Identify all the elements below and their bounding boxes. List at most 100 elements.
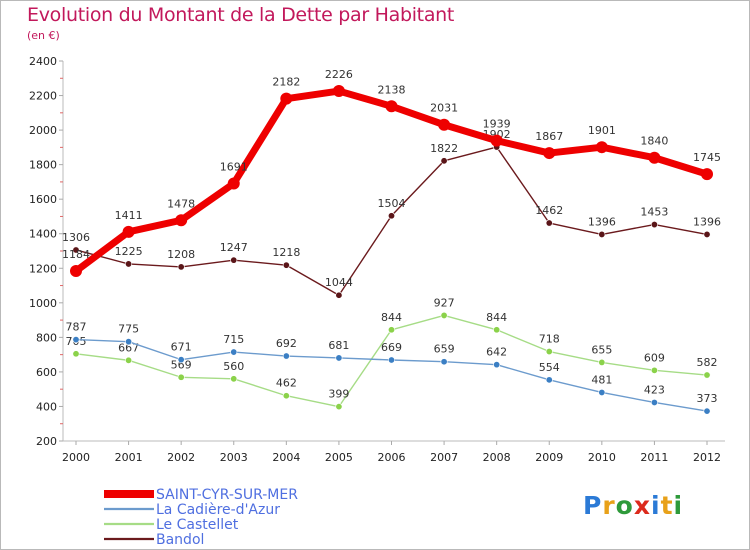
data-point xyxy=(282,392,290,400)
data-label: 1218 xyxy=(272,246,300,259)
data-label: 2138 xyxy=(378,83,406,96)
data-point xyxy=(545,219,553,227)
data-label: 659 xyxy=(434,343,455,356)
data-point xyxy=(440,311,448,319)
data-label: 671 xyxy=(171,341,192,354)
legend-item: SAINT-CYR-SUR-MER xyxy=(104,487,298,503)
data-label: 1411 xyxy=(115,209,143,222)
data-label: 582 xyxy=(697,356,718,369)
x-tick-label: 2001 xyxy=(115,451,143,464)
data-label: 481 xyxy=(591,373,612,386)
logo-letter: o xyxy=(615,491,634,520)
data-label: 1745 xyxy=(693,151,721,164)
data-point xyxy=(440,157,448,165)
data-label: 462 xyxy=(276,377,297,390)
data-label: 787 xyxy=(66,321,87,334)
data-label: 1306 xyxy=(62,231,90,244)
data-label: 1822 xyxy=(430,142,458,155)
data-point xyxy=(543,147,556,160)
data-point xyxy=(335,354,343,362)
data-label: 373 xyxy=(697,392,718,405)
data-point xyxy=(175,214,188,227)
data-label: 1867 xyxy=(535,130,563,143)
data-label: 642 xyxy=(486,346,507,359)
data-point xyxy=(595,141,608,154)
data-label: 844 xyxy=(381,311,402,324)
data-point xyxy=(598,388,606,396)
y-tick-label: 2000 xyxy=(29,124,57,137)
data-label: 569 xyxy=(171,358,192,371)
data-point xyxy=(493,326,501,334)
data-label: 718 xyxy=(539,333,560,346)
data-label: 1247 xyxy=(220,241,248,254)
logo-letter: i xyxy=(673,491,684,520)
data-point xyxy=(177,356,185,364)
data-point xyxy=(387,356,395,364)
data-label: 1691 xyxy=(220,160,248,173)
proxiti-logo: Proxiti xyxy=(583,491,683,520)
data-label: 2031 xyxy=(430,102,458,115)
chart-title: Evolution du Montant de la Dette par Hab… xyxy=(27,4,455,26)
data-label: 669 xyxy=(381,341,402,354)
legend-item: Bandol xyxy=(104,532,204,548)
data-point xyxy=(545,348,553,356)
data-label: 1504 xyxy=(378,197,406,210)
data-point xyxy=(332,85,345,98)
data-label: 844 xyxy=(486,311,507,324)
y-tick-label: 1600 xyxy=(29,193,57,206)
data-label: 554 xyxy=(539,361,560,374)
legend-label: SAINT-CYR-SUR-MER xyxy=(156,487,298,503)
data-point xyxy=(230,348,238,356)
data-point xyxy=(598,358,606,366)
data-point xyxy=(70,265,82,278)
data-point xyxy=(177,263,185,271)
data-label: 560 xyxy=(223,360,244,373)
data-label: 1396 xyxy=(588,215,616,228)
data-point xyxy=(282,261,290,269)
x-tick-label: 2005 xyxy=(325,451,353,464)
data-point xyxy=(282,352,290,360)
data-label: 1184 xyxy=(62,248,90,261)
data-point xyxy=(703,230,711,238)
series-saint-cyr-sur-mer: 1184 1411 1478 1691 2182 2226 2138 2031 1939 1867… xyxy=(62,68,721,278)
y-tick-label: 1400 xyxy=(29,228,57,241)
data-point xyxy=(387,326,395,334)
series-la-cadi-re-d-azur: 787 775 671 715 692 681 669 659 642 554 481 423 373 xyxy=(66,321,718,415)
data-point xyxy=(703,407,711,415)
x-tick-label: 2010 xyxy=(588,451,616,464)
data-point xyxy=(650,398,658,406)
y-tick-label: 1200 xyxy=(29,262,57,275)
data-label: 775 xyxy=(118,323,139,336)
data-label: 1225 xyxy=(115,245,143,258)
data-label: 927 xyxy=(434,296,455,309)
data-point xyxy=(230,256,238,264)
y-tick-label: 400 xyxy=(36,400,57,413)
data-point xyxy=(387,212,395,220)
data-point xyxy=(335,403,343,411)
legend-label: Bandol xyxy=(156,532,204,548)
data-point xyxy=(650,366,658,374)
data-label: 1939 xyxy=(483,118,511,131)
legend-label: La Cadière-d'Azur xyxy=(156,502,280,518)
data-label: 1453 xyxy=(640,206,668,219)
data-point xyxy=(227,177,240,190)
data-point xyxy=(490,134,503,147)
chart-subtitle: (en €) xyxy=(27,29,60,42)
data-point xyxy=(125,338,133,346)
data-point xyxy=(72,350,80,358)
data-point xyxy=(122,225,135,238)
x-tick-label: 2012 xyxy=(693,451,721,464)
data-point xyxy=(72,336,80,344)
data-label: 667 xyxy=(118,341,139,354)
x-tick-label: 2000 xyxy=(62,451,90,464)
data-point xyxy=(701,168,713,181)
data-label: 1478 xyxy=(167,197,195,210)
data-label: 1901 xyxy=(588,124,616,137)
data-point xyxy=(438,118,451,131)
y-tick-label: 2200 xyxy=(29,90,57,103)
x-tick-label: 2003 xyxy=(220,451,248,464)
data-point xyxy=(230,375,238,383)
data-point xyxy=(335,291,343,299)
